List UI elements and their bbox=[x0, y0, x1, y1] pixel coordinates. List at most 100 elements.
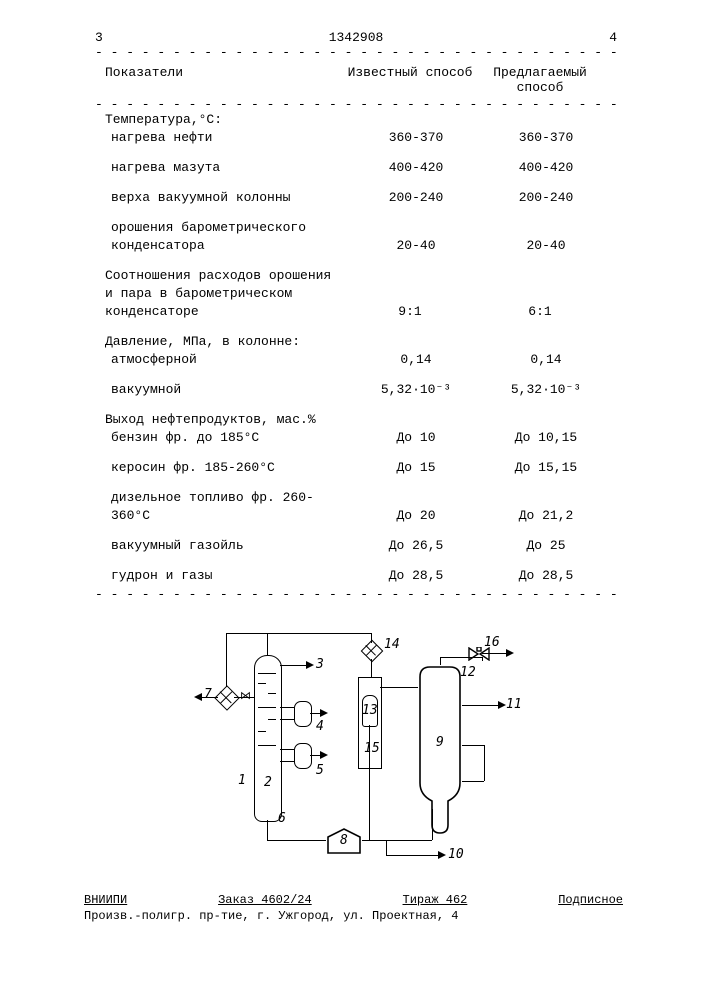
arrow-icon bbox=[506, 649, 514, 657]
th-proposed-text: Предлагаемый способ bbox=[493, 65, 587, 95]
pipe bbox=[462, 781, 484, 782]
lbl-15: 15 bbox=[364, 741, 380, 756]
page-content: 3 1342908 4 - - - - - - - - - - - - - - … bbox=[0, 0, 707, 885]
row-label: Температура,°С: bbox=[95, 111, 345, 129]
table-row: керосин фр. 185-260°СДо 15До 15,15 bbox=[95, 459, 617, 477]
tray bbox=[268, 719, 276, 720]
column-vac-icon bbox=[418, 665, 462, 835]
arrow-icon bbox=[320, 709, 328, 717]
valve-icon: ⋈ bbox=[240, 689, 251, 703]
table-row: вакуумной5,32·10⁻³5,32·10⁻³ bbox=[95, 381, 617, 399]
pipe bbox=[267, 820, 268, 840]
th-indicator: Показатели bbox=[95, 65, 345, 95]
row-label: вакуумный газойль bbox=[95, 537, 351, 555]
table-row: атмосферной0,140,14 bbox=[95, 351, 617, 369]
row-label: Давление, МПа, в колонне: bbox=[95, 333, 345, 351]
tray bbox=[268, 693, 276, 694]
table-row: Температура,°С: bbox=[95, 111, 617, 129]
table-row: орошения барометрического конденсатора 20… bbox=[95, 219, 617, 255]
row-known bbox=[345, 111, 475, 129]
arrow-icon bbox=[194, 693, 202, 701]
pipe bbox=[280, 761, 294, 762]
rule-top: - - - - - - - - - - - - - - - - - - - - … bbox=[95, 49, 617, 59]
table-row: вакуумный газойльДо 26,5До 25 bbox=[95, 537, 617, 555]
th-known-text: Известный способ bbox=[348, 65, 473, 80]
stripper-4 bbox=[294, 701, 312, 727]
table-row: нагрева мазута400-420400-420 bbox=[95, 159, 617, 177]
lbl-10: 10 bbox=[448, 847, 464, 862]
lbl-4: 4 bbox=[316, 719, 324, 734]
row-label: верха вакуумной колонны bbox=[95, 189, 351, 207]
imprint-addr: Произв.-полигр. пр-тие, г. Ужгород, ул. … bbox=[84, 909, 623, 923]
tray bbox=[258, 745, 276, 746]
imprint-sign: Подписное bbox=[558, 893, 623, 907]
table-body: Температура,°С:нагрева нефти360-370360-3… bbox=[95, 111, 617, 585]
row-known: 5,32·10⁻³ bbox=[351, 381, 481, 399]
row-proposed: 0,14 bbox=[481, 351, 611, 369]
cond-14-x bbox=[361, 640, 381, 660]
col-num-left: 3 bbox=[95, 30, 135, 45]
imprint-org: ВНИИПИ bbox=[84, 893, 127, 907]
pipe bbox=[226, 633, 227, 687]
tray bbox=[258, 731, 266, 732]
pipe-12 bbox=[440, 657, 482, 658]
row-known: 0,14 bbox=[351, 351, 481, 369]
row-known bbox=[345, 333, 475, 351]
row-proposed: 6:1 bbox=[475, 303, 605, 321]
row-label: гудрон и газы bbox=[95, 567, 351, 585]
pipe bbox=[484, 745, 485, 781]
row-label: Соотношения расходов орошения и пара в б… bbox=[95, 267, 345, 321]
arrow-icon bbox=[438, 851, 446, 859]
stripper-5 bbox=[294, 743, 312, 769]
row-known: До 20 bbox=[351, 507, 481, 525]
pipe-11 bbox=[462, 705, 502, 706]
lbl-3: 3 bbox=[316, 657, 324, 672]
table-row: Соотношения расходов орошения и пара в б… bbox=[95, 267, 617, 321]
row-known: До 10 bbox=[351, 429, 481, 447]
row-proposed: До 28,5 bbox=[481, 567, 611, 585]
imprint-tirage: Тираж 462 bbox=[403, 893, 468, 907]
row-proposed: До 15,15 bbox=[481, 459, 611, 477]
row-proposed: 5,32·10⁻³ bbox=[481, 381, 611, 399]
row-proposed: 360-370 bbox=[481, 129, 611, 147]
page-header: 3 1342908 4 bbox=[95, 30, 617, 45]
pipe bbox=[462, 745, 484, 746]
pipe bbox=[386, 840, 387, 855]
table-row: Выход нефтепродуктов, мас.% bbox=[95, 411, 617, 429]
th-known: Известный способ bbox=[345, 65, 475, 95]
lbl-8: 8 bbox=[340, 833, 348, 848]
pipe bbox=[267, 633, 268, 655]
lbl-16: 16 bbox=[484, 635, 500, 650]
column-atm bbox=[254, 655, 282, 822]
row-label: орошения барометрического конденсатора bbox=[95, 219, 351, 255]
row-label: нагрева мазута bbox=[95, 159, 351, 177]
row-proposed: 20-40 bbox=[481, 237, 611, 255]
imprint-order: Заказ 4602/24 bbox=[218, 893, 312, 907]
row-known: 360-370 bbox=[351, 129, 481, 147]
imprint-line1: ВНИИПИ Заказ 4602/24 Тираж 462 Подписное bbox=[84, 893, 623, 907]
pipe bbox=[234, 697, 254, 698]
pipe bbox=[267, 840, 326, 841]
doc-number: 1342908 bbox=[135, 30, 577, 45]
pipe bbox=[371, 659, 372, 677]
row-proposed bbox=[475, 333, 605, 351]
row-label: бензин фр. до 185°С bbox=[95, 429, 351, 447]
table-row: дизельное топливо фр. 260-360°СДо 20До 2… bbox=[95, 489, 617, 525]
lbl-14: 14 bbox=[384, 637, 400, 652]
table-header: Показатели Известный способ Предлагаемый… bbox=[95, 65, 617, 95]
row-known: 200-240 bbox=[351, 189, 481, 207]
pipe bbox=[280, 749, 294, 750]
pipe-10 bbox=[386, 855, 442, 856]
row-label: вакуумной bbox=[95, 381, 351, 399]
th-proposed: Предлагаемый способ bbox=[475, 65, 605, 95]
lbl-6: 6 bbox=[278, 811, 286, 826]
table-row: гудрон и газыДо 28,5До 28,5 bbox=[95, 567, 617, 585]
lbl-2: 2 bbox=[264, 775, 272, 790]
tray bbox=[258, 707, 276, 708]
pipe bbox=[380, 687, 418, 688]
table-row: верха вакуумной колонны200-240200-240 bbox=[95, 189, 617, 207]
row-known: 9:1 bbox=[345, 303, 475, 321]
pipe bbox=[432, 809, 433, 840]
arrow-icon bbox=[320, 751, 328, 759]
lbl-12: 12 bbox=[460, 665, 476, 680]
